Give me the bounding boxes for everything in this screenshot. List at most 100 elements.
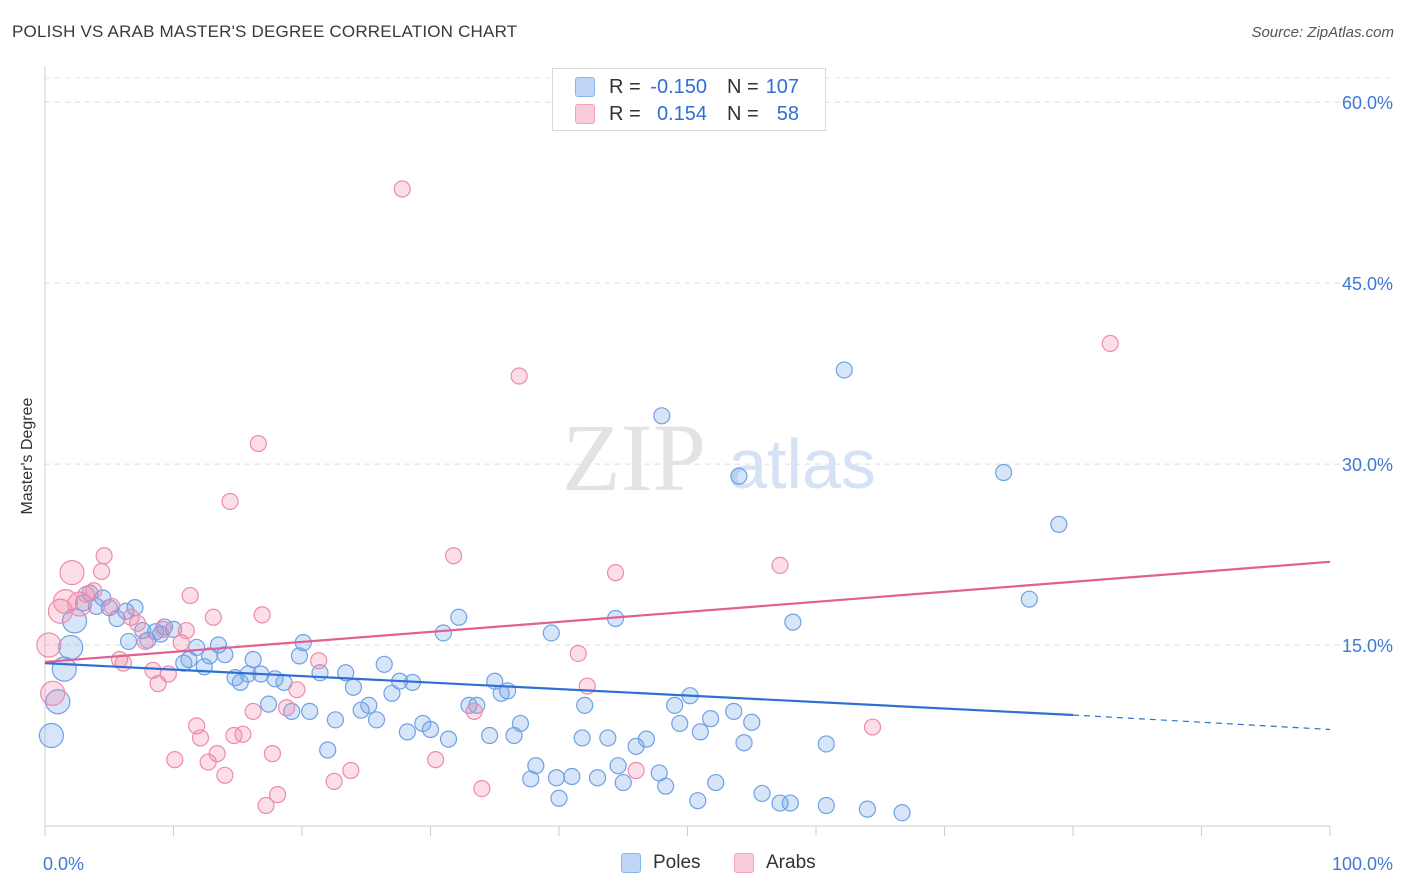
poles-point [337,664,355,682]
poles-point [344,678,362,696]
poles-point [666,696,684,714]
arabs-trend-line [44,560,1331,664]
correlation-legend: R = -0.150 N = 107 R = 0.154 N = 58 [552,68,826,131]
data-points [36,180,1119,822]
poles-point [481,726,499,745]
arabs-point [257,796,275,815]
y-tick-label: 15.0% [1342,636,1393,656]
poles-point [576,696,594,714]
source-label: Source: ZipAtlas.com [1251,24,1394,41]
arabs-point [114,654,132,672]
n-value: 107 [765,75,799,98]
r-value: 0.154 [656,102,707,125]
arabs-point [92,562,111,581]
y-tick-label: 45.0% [1342,274,1393,294]
arabs-point [40,680,66,706]
legend-label-poles: Poles [653,852,701,873]
arabs-point [36,632,62,658]
poles-point [45,689,71,715]
poles-point [244,650,262,669]
arabs-point [216,766,234,784]
arabs-point [59,560,85,586]
n-label: N = [727,75,759,98]
arabs-point [510,367,528,385]
poles-point [637,730,655,748]
poles-point [522,770,540,788]
poles-swatch [575,77,595,97]
poles-point [614,773,632,792]
r-value: -0.150 [650,75,707,98]
arabs-point [465,702,483,720]
arabs-point [771,556,789,575]
arabs-point [253,606,271,624]
poles-point [216,646,234,664]
arabs-point [221,492,239,511]
poles-point [563,767,581,786]
poles-point [588,769,607,787]
poles-point [301,702,319,720]
n-value: 58 [776,102,799,125]
series-legend: Poles Arabs [0,852,1406,878]
r-label: R = [609,75,641,98]
poles-point [1050,515,1068,533]
r-label: R = [609,102,641,125]
poles-point [542,624,560,642]
axes [44,66,1331,836]
legend-item-poles[interactable]: Poles [621,852,701,874]
arabs-point [1101,334,1119,353]
arabs-point [128,614,147,632]
poles-point [784,613,802,631]
arabs-point [325,772,343,790]
arabs-point [606,564,625,582]
trend-lines [44,560,1331,731]
y-axis-label: Master's Degree [19,397,36,515]
arabs-point [204,608,222,626]
legend-item-arabs[interactable]: Arabs [734,852,816,874]
arabs-point [103,597,121,616]
arabs-point [154,620,172,638]
poles-point [259,695,278,713]
poles-point [858,800,877,818]
n-label: N = [727,102,759,125]
poles-point [781,794,799,812]
arabs-point [166,751,184,769]
poles-point [434,624,452,642]
poles-point [599,729,617,747]
watermark-atlas: atlas [728,425,876,503]
poles-point [58,634,84,661]
poles-point [817,796,835,815]
poles-point [398,723,416,741]
poles-point [893,804,911,822]
poles-point [707,773,725,792]
poles-point [1020,590,1038,608]
poles-point [743,713,761,731]
poles-point [290,647,309,665]
poles-point [383,684,401,702]
arabs-point [473,779,491,798]
poles-point [835,361,853,379]
arabs-point [342,761,360,780]
poles-trend-line [44,662,1074,717]
poles-point [995,463,1013,482]
poles-point [375,655,393,673]
poles-point [547,769,566,787]
poles-trend-extension [1072,714,1331,731]
poles-point [326,711,345,729]
arabs-point [569,644,587,663]
poles-point [119,632,138,651]
chart-title: POLISH VS ARAB MASTER'S DEGREE CORRELATI… [12,22,518,41]
poles-point [725,702,743,720]
poles-legend-swatch [621,853,641,873]
x-tick-label: 100.0% [1332,854,1393,874]
arabs-point [445,547,463,565]
arabs-point [225,726,243,745]
poles-point [360,696,378,714]
poles-point [702,710,720,728]
poles-point [439,730,458,748]
tick-labels: 15.0% 30.0% 45.0% 60.0% 0.0% 100.0% [43,93,1393,874]
arabs-point [288,681,306,699]
watermark-zip: ZIP [562,404,706,511]
arabs-point [191,729,210,747]
poles-point [653,407,671,425]
